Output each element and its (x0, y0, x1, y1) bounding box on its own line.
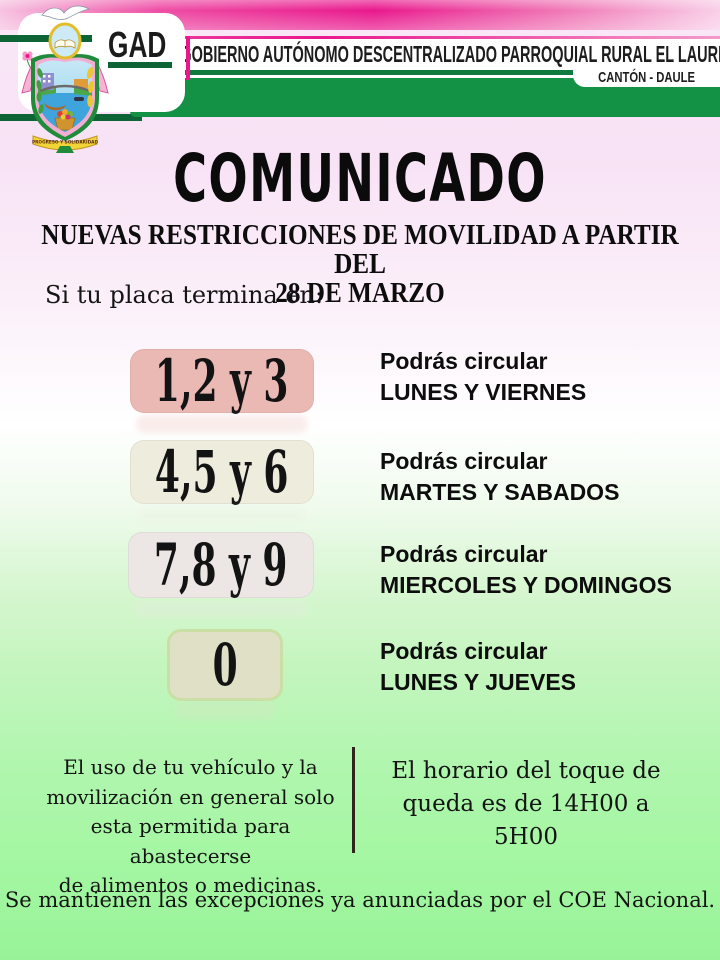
corn-stalk (86, 67, 94, 107)
schedule-label-row2: Podrás circular MARTES Y SABADOS (380, 446, 619, 508)
plate-box-456: 4,5 y 6 (130, 438, 314, 506)
canton-label: CANTÓN - DAULE (598, 68, 695, 86)
org-name-band: GOBIERNO AUTÓNOMO DESCENTRALIZADO PARROQ… (135, 39, 720, 70)
subtitle: NUEVAS RESTRICCIONES DE MOVILIDAD A PART… (36, 221, 684, 308)
green-rule (130, 70, 720, 75)
plate-box-123: 1,2 y 3 (130, 347, 314, 415)
schedule-label-row3: Podrás circular MIERCOLES Y DOMINGOS (380, 539, 672, 601)
circulate-label: Podrás circular (380, 448, 548, 474)
subtitle-line2: 28 DE MARZO (275, 278, 445, 309)
plate-digits: 7,8 y 9 (154, 531, 288, 599)
laurel-branch (36, 68, 44, 114)
circulate-label: Podrás circular (380, 348, 548, 374)
trunk (56, 146, 74, 153)
circulate-label: Podrás circular (380, 638, 548, 664)
plate-digits: 1,2 y 3 (155, 347, 289, 415)
dove-icon (41, 5, 91, 20)
motto-banner: PROGRESO Y SOLIDARIDAD (32, 135, 99, 151)
magenta-stripe (0, 36, 720, 39)
motto-text: PROGRESO Y SOLIDARIDAD (32, 140, 99, 146)
circulate-days: LUNES Y VIERNES (380, 379, 587, 405)
page-title: COMUNICADO (173, 140, 547, 217)
gad-abbr: GAD (108, 24, 167, 65)
shield (31, 54, 99, 141)
note-line: movilización en general solo (46, 784, 335, 809)
note-line: queda es de 14H00 a (402, 791, 650, 817)
note-line: 5H00 (494, 824, 558, 850)
note-line: El uso de tu vehículo y la (63, 755, 318, 779)
plate-digits: 0 (212, 631, 238, 699)
circulate-days: MIERCOLES Y DOMINGOS (380, 572, 672, 598)
note-line: esta permitida para abastecerse (90, 814, 291, 868)
note-curfew: El horario del toque de queda es de 14H0… (372, 755, 680, 854)
circulate-days: LUNES Y JUEVES (380, 669, 577, 695)
canton-label-notch: CANTÓN - DAULE (573, 67, 720, 87)
book-medallion (48, 22, 82, 60)
coat-of-arms-logo: PROGRESO Y SOLIDARIDAD (21, 5, 109, 153)
note-line: de alimentos o medicinas. (58, 873, 323, 897)
plate-digits: 4,5 y 6 (155, 438, 289, 506)
white-gap-line (130, 75, 573, 78)
org-name: GOBIERNO AUTÓNOMO DESCENTRALIZADO PARROQ… (180, 41, 720, 67)
gad-underline (108, 62, 172, 68)
intro-text: Si tu placa termina en: (45, 281, 324, 309)
green-accent-line-top (0, 35, 92, 42)
plate-box-0: 0 (167, 629, 283, 701)
circulate-label: Podrás circular (380, 541, 548, 567)
magenta-divider (186, 36, 190, 80)
schedule-label-row1: Podrás circular LUNES Y VIERNES (380, 346, 586, 408)
notes-divider (352, 747, 355, 853)
plate-box-789: 7,8 y 9 (128, 531, 314, 599)
schedule-label-row4: Podrás circular LUNES Y JUEVES (380, 636, 576, 698)
circulate-days: MARTES Y SABADOS (380, 479, 620, 505)
note-vehicle-use: El uso de tu vehículo y la movilización … (38, 753, 343, 901)
note-line: El horario del toque de (391, 758, 661, 784)
footer-note: Se mantienen las excepciones ya anunciad… (4, 888, 716, 912)
subtitle-line1: NUEVAS RESTRICCIONES DE MOVILIDAD A PART… (41, 220, 679, 280)
